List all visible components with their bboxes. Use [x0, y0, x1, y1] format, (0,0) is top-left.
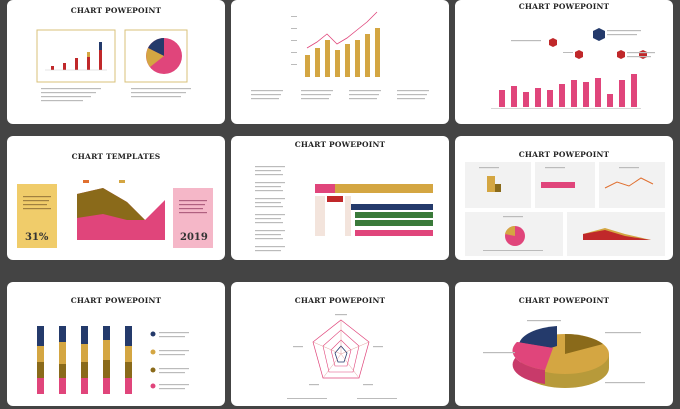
slide-thumbnail-5[interactable]: CHART POWEPOINT	[231, 136, 449, 260]
slide-5-content	[255, 166, 433, 252]
slide-7-content	[37, 326, 189, 394]
slide-thumbnail-3[interactable]: CHART POWEPOINT	[455, 0, 673, 124]
slide-3-content	[491, 28, 655, 109]
slide-title: CHART TEMPLATES	[71, 152, 161, 161]
slide-title: CHART POWEPOINT	[518, 2, 610, 11]
slide-thumbnail-6[interactable]: CHART POWEPOINT	[455, 136, 673, 260]
slide-thumbnail-2[interactable]	[231, 0, 449, 124]
slide-thumbnail-8[interactable]: CHART POWEPOINT	[231, 282, 449, 406]
slide-thumbnail-4[interactable]: CHART TEMPLATES 31% 2019	[7, 136, 225, 260]
slide-6-content	[465, 162, 665, 256]
slide-thumbnail-9[interactable]: CHART POWEPOINT	[455, 282, 673, 406]
slide-1-content	[36, 29, 191, 102]
percentage-value: 31%	[25, 232, 49, 243]
year-value: 2019	[180, 232, 208, 243]
slide-title: CHART POWEPOINT	[70, 6, 162, 15]
slide-9-content	[483, 320, 645, 388]
slide-title: CHART POWEPOINT	[518, 296, 610, 305]
slide-title: CHART POWEPOINT	[294, 140, 386, 149]
slide-thumbnail-1[interactable]: CHART POWEPOINT	[7, 0, 225, 124]
slide-title: CHART POWEPOINT	[294, 296, 386, 305]
slide-4-content	[17, 180, 213, 248]
slide-title: CHART POWEPOINT	[70, 296, 162, 305]
slide-2-content	[251, 11, 429, 100]
slide-thumbnail-7[interactable]: CHART POWEPOINT	[7, 282, 225, 406]
slide-8-content	[287, 314, 397, 399]
slide-title: CHART POWEPOINT	[518, 150, 610, 159]
